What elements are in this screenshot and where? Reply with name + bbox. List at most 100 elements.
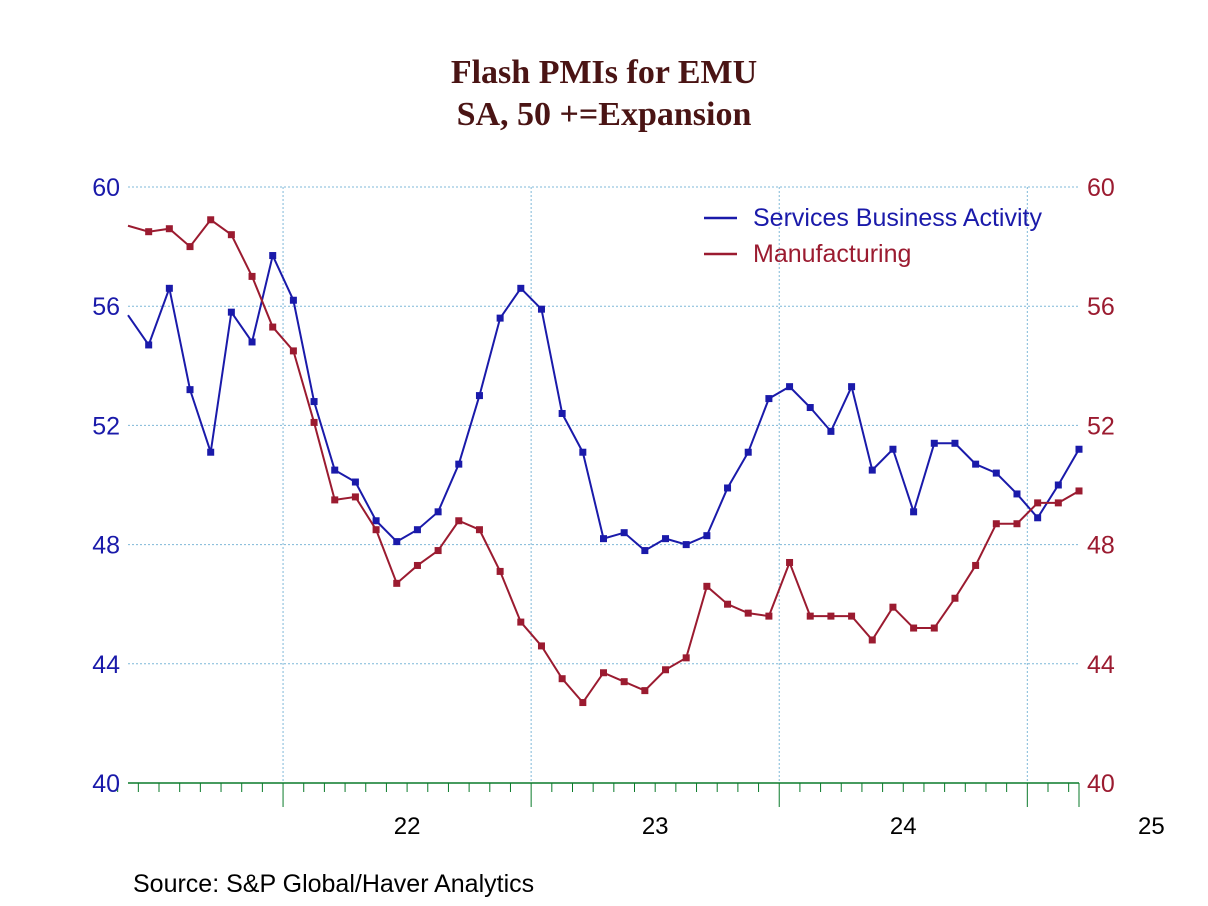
chart-subtitle: SA, 50 +=Expansion (456, 96, 752, 133)
data-point (289, 296, 297, 304)
data-point (393, 538, 401, 546)
data-point (1054, 499, 1062, 507)
data-point (972, 460, 980, 468)
data-point (848, 612, 856, 620)
data-point (992, 469, 1000, 477)
data-point (165, 225, 173, 233)
data-point (207, 448, 215, 456)
data-point (972, 561, 980, 569)
data-point (1013, 490, 1021, 498)
y-left-tick-label: 48 (92, 532, 120, 560)
data-point (1075, 487, 1083, 495)
data-point (558, 409, 566, 417)
data-point (496, 567, 504, 575)
data-point (579, 699, 587, 707)
chart-title: Flash PMIs for EMU (450, 54, 758, 91)
data-point (372, 517, 380, 525)
data-point (310, 398, 318, 406)
data-point (393, 579, 401, 587)
data-point (145, 341, 153, 349)
data-point (765, 395, 773, 403)
data-point (517, 618, 525, 626)
data-point (517, 284, 525, 292)
legend-label: Manufacturing (753, 240, 911, 268)
data-point (475, 392, 483, 400)
axes: 22 23 24 25 60 56 52 48 44 40 60 56 52 48 44 40 (92, 174, 1165, 840)
data-point (186, 386, 194, 394)
y-right-tick-label: 52 (1087, 412, 1115, 440)
data-point (703, 582, 711, 590)
data-point (827, 427, 835, 435)
data-point (227, 308, 235, 316)
data-point (496, 314, 504, 322)
y-left-tick-label: 56 (92, 293, 120, 321)
data-point (248, 338, 256, 346)
series-line-0 (127, 252, 1080, 552)
data-point (786, 383, 794, 391)
data-point (724, 600, 732, 608)
data-point (475, 526, 483, 534)
data-point (910, 624, 918, 632)
data-point (827, 612, 835, 620)
data-point (848, 383, 856, 391)
y-left-tick-label: 40 (92, 770, 120, 798)
data-point (724, 484, 732, 492)
data-point (351, 478, 359, 486)
data-point (372, 526, 380, 534)
data-point (641, 687, 649, 695)
data-point (269, 323, 277, 331)
data-point (868, 636, 876, 644)
data-point (186, 243, 194, 251)
data-point (537, 305, 545, 313)
x-tick-label: 23 (642, 813, 669, 840)
data-point (289, 347, 297, 355)
data-point (992, 520, 1000, 528)
data-point (806, 404, 814, 412)
data-point (145, 228, 153, 236)
data-point (600, 535, 607, 543)
data-point (765, 612, 773, 620)
source-note: Source: S&P Global/Haver Analytics (133, 870, 535, 898)
data-point (434, 547, 442, 555)
data-point (1013, 520, 1021, 528)
y-right-tick-label: 56 (1087, 293, 1115, 321)
y-right-tick-label: 60 (1087, 174, 1115, 202)
data-point (951, 594, 959, 602)
data-point (786, 558, 794, 566)
x-tick-label: 25 (1138, 813, 1165, 840)
data-point (641, 547, 649, 555)
x-tick-label: 22 (394, 813, 421, 840)
data-point (331, 496, 339, 504)
data-point (889, 445, 897, 453)
data-point (455, 460, 463, 468)
y-right-tick-label: 40 (1087, 770, 1115, 798)
data-point (682, 541, 690, 549)
y-right-tick-label: 48 (1087, 532, 1115, 560)
data-point (558, 675, 566, 683)
y-right-tick-label: 44 (1087, 651, 1115, 679)
data-point (868, 466, 876, 474)
series-lines (127, 216, 1083, 707)
data-point (579, 448, 587, 456)
data-point (889, 603, 897, 611)
data-point (1054, 481, 1062, 489)
legend-label: Services Business Activity (753, 204, 1042, 232)
data-point (620, 529, 628, 537)
data-point (1034, 514, 1042, 522)
data-point (207, 216, 215, 224)
y-left-tick-label: 52 (92, 412, 120, 440)
data-point (413, 561, 421, 569)
data-point (455, 517, 463, 525)
data-point (930, 624, 938, 632)
data-point (434, 508, 442, 516)
y-left-tick-label: 44 (92, 651, 120, 679)
data-point (227, 231, 235, 239)
data-point (744, 609, 752, 617)
data-point (806, 612, 814, 620)
data-point (537, 642, 545, 650)
data-point (662, 666, 670, 674)
data-point (930, 439, 938, 447)
data-point (310, 418, 318, 426)
data-point (910, 508, 918, 516)
data-point (682, 654, 690, 662)
